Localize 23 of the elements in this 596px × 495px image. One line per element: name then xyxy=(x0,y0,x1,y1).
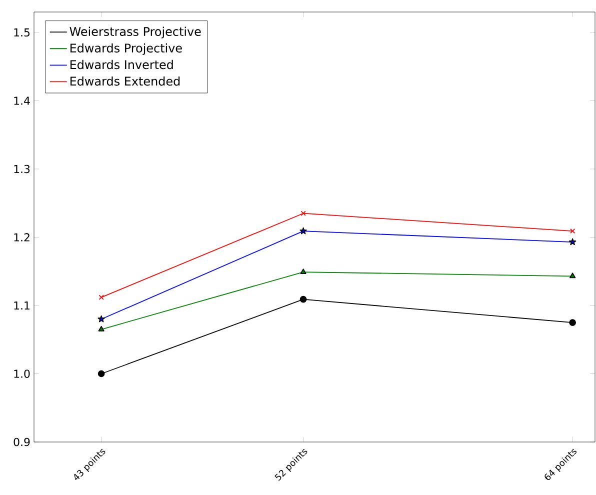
y-tick-label: 1.5 xyxy=(14,28,30,37)
y-tick-label: 1.1 xyxy=(14,302,30,310)
point xyxy=(570,272,576,278)
legend-label: Edwards Projective xyxy=(70,43,182,55)
y-tick-label: 1.2 xyxy=(14,233,30,242)
point xyxy=(98,326,104,332)
point xyxy=(300,210,306,216)
point xyxy=(300,268,306,274)
y-tick-label: 1.4 xyxy=(14,96,30,105)
legend-label: Edwards Extended xyxy=(70,76,180,86)
point xyxy=(98,294,104,300)
legend-label: Edwards Inverted xyxy=(70,60,173,70)
point xyxy=(570,228,576,234)
y-tick-label: 1.0 xyxy=(14,370,30,378)
point xyxy=(300,296,307,303)
y-tick-label: 1.3 xyxy=(14,164,30,174)
point xyxy=(300,227,307,234)
legend-label: Weierstrass Projective xyxy=(70,26,201,38)
point xyxy=(98,370,105,378)
point xyxy=(569,319,576,326)
point xyxy=(568,238,576,246)
point xyxy=(98,315,105,322)
y-tick-label: 0.9 xyxy=(14,438,30,446)
